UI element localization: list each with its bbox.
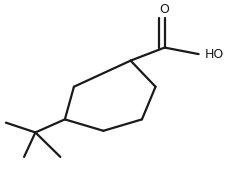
- Text: O: O: [159, 3, 169, 16]
- Text: HO: HO: [203, 48, 223, 61]
